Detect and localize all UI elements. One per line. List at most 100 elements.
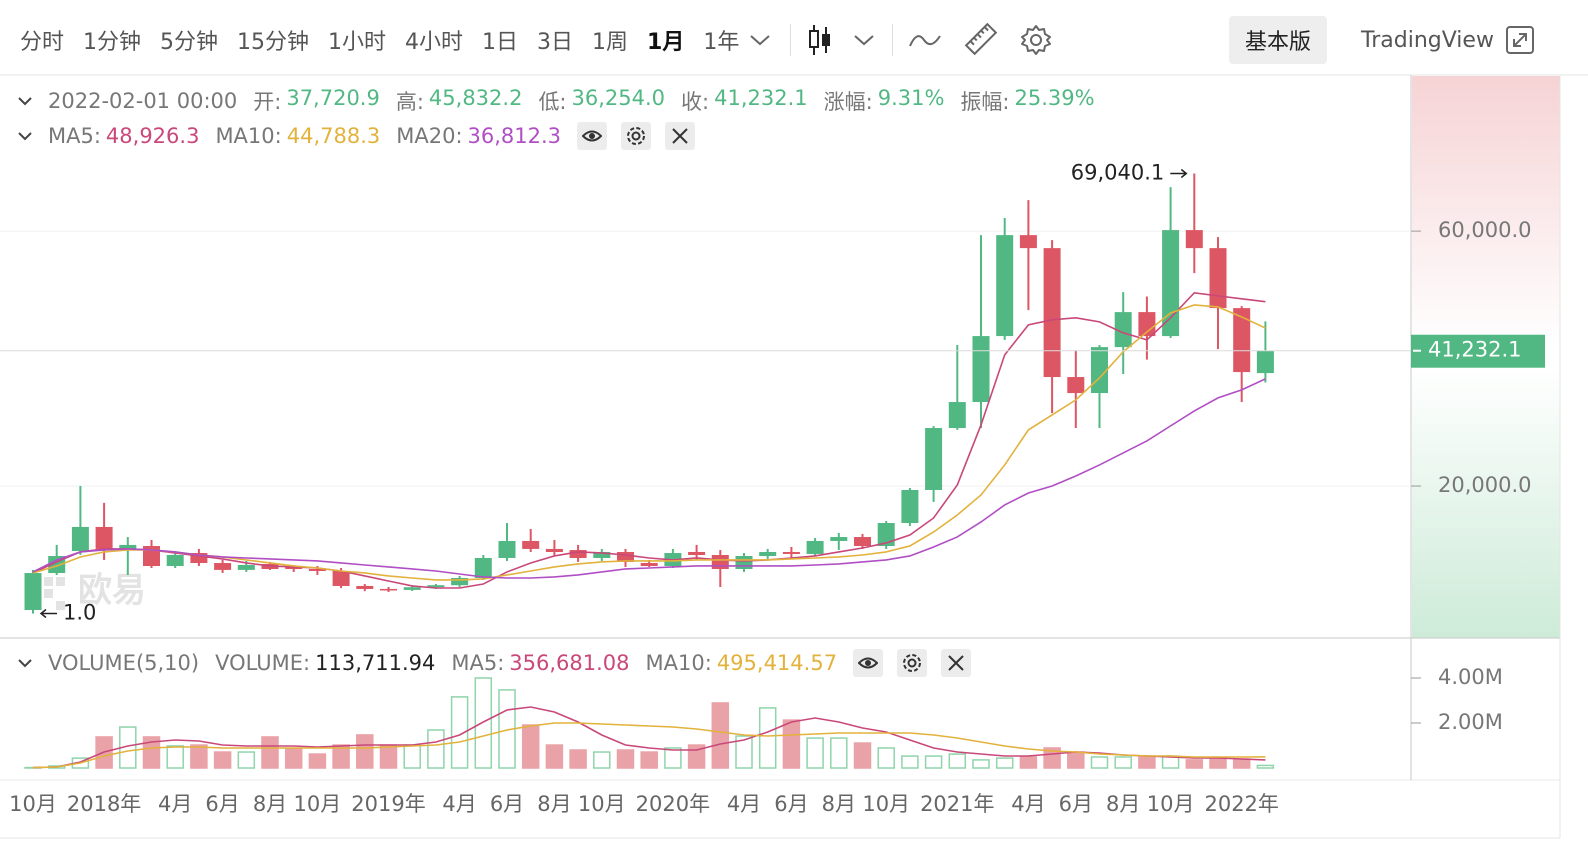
- candle-body: [1256, 350, 1274, 374]
- ruler-icon[interactable]: [964, 22, 998, 56]
- legend-title: VOLUME(5,10): [48, 651, 200, 675]
- legend-item: 高: 45,832.2: [396, 86, 523, 116]
- candle-body: [996, 235, 1014, 337]
- icon: [858, 657, 879, 669]
- watermark: 欧易: [78, 571, 146, 611]
- x-tick-label: 10月: [1147, 792, 1195, 816]
- interval-tab[interactable]: 15分钟: [237, 30, 310, 55]
- dropdown-icon[interactable]: [852, 30, 876, 50]
- volume-bar: [190, 744, 208, 769]
- candle-body: [119, 544, 137, 549]
- x-tick-label: 2020年: [636, 792, 710, 816]
- separator: [790, 24, 791, 56]
- interval-tab[interactable]: 1分钟: [83, 30, 142, 55]
- volume-bar: [1090, 756, 1109, 769]
- x-tick-label: 10月: [578, 792, 626, 816]
- volume-bar: [1185, 759, 1204, 769]
- legend-value: 356,681.08: [509, 651, 630, 675]
- legend-value: 113,711.94: [315, 651, 436, 675]
- indicator-icon[interactable]: [908, 26, 942, 54]
- x-tick-label: 4月: [1011, 792, 1045, 816]
- volume-bar: [995, 757, 1014, 769]
- legend-item: 振幅: 25.39%: [960, 86, 1094, 116]
- volume-bar: [640, 751, 658, 769]
- visibility-button[interactable]: [853, 649, 884, 677]
- interval-tab[interactable]: 分时: [20, 30, 65, 55]
- x-tick-label: 6月: [1059, 792, 1093, 816]
- legend-item: 涨幅: 9.31%: [824, 86, 945, 116]
- interval-tab[interactable]: 4小时: [405, 30, 464, 55]
- icon: [903, 654, 922, 672]
- collapse-icon[interactable]: [16, 127, 34, 145]
- legend-label: MA5:: [48, 124, 101, 148]
- volume-bar: [972, 759, 990, 769]
- candle-body: [854, 537, 871, 547]
- volume-bar: [379, 744, 398, 769]
- volume-bar: [166, 745, 184, 769]
- view-tab[interactable]: TradingView: [1361, 27, 1494, 53]
- interval-tab[interactable]: 1小时: [328, 30, 387, 55]
- interval-tab[interactable]: 1周: [592, 30, 629, 55]
- candle-body: [332, 570, 350, 586]
- volume-bar: [450, 696, 469, 769]
- x-tick-label: 10月: [862, 792, 910, 816]
- ma-line: [32, 722, 1266, 769]
- x-tick-label: 8月: [1106, 792, 1140, 816]
- legend-label: MA10:: [215, 124, 282, 148]
- interval-tab[interactable]: 1月: [647, 30, 685, 55]
- candle-body: [1233, 308, 1251, 373]
- visibility-button[interactable]: [577, 122, 608, 150]
- candle-icon[interactable]: [806, 22, 834, 58]
- x-tick-label: 4月: [727, 792, 761, 816]
- ma-line: [32, 304, 1266, 581]
- interval-tab[interactable]: 5分钟: [160, 30, 219, 55]
- x-tick-label: 2021年: [920, 792, 994, 816]
- volume-bar: [1019, 756, 1038, 769]
- collapse-icon[interactable]: [16, 654, 34, 672]
- dropdown-icon[interactable]: [748, 30, 772, 50]
- legend-label: MA20:: [396, 124, 463, 148]
- interval-tab[interactable]: 1日: [482, 30, 519, 55]
- x-tick-label: 4月: [442, 792, 476, 816]
- legend-item: MA10: 44,788.3: [215, 124, 380, 148]
- volume-legend: VOLUME(5,10) VOLUME: 113,711.94 MA5: 356,681…: [16, 648, 985, 678]
- legend-item: MA5: 356,681.08: [451, 651, 629, 675]
- collapse-icon[interactable]: [16, 92, 34, 110]
- volume-bar: [830, 737, 848, 769]
- legend-value: 25.39%: [1014, 86, 1095, 110]
- fullscreen-icon[interactable]: [1505, 25, 1535, 55]
- volume-bar: [308, 753, 327, 769]
- close-button[interactable]: [941, 649, 972, 677]
- settings-button[interactable]: [897, 649, 928, 677]
- volume-bar: [948, 753, 967, 769]
- candle-body: [1019, 235, 1037, 249]
- candle-body: [901, 489, 919, 524]
- legend-label: MA5:: [451, 651, 505, 675]
- candle-body: [522, 540, 540, 549]
- candle-body: [1185, 230, 1203, 249]
- view-tab[interactable]: 基本版: [1229, 16, 1328, 64]
- x-tick-label: 6月: [490, 792, 524, 816]
- volume-bar: [1256, 764, 1275, 769]
- settings-button[interactable]: [621, 122, 652, 150]
- interval-tab[interactable]: 1年: [703, 30, 740, 55]
- candle-body: [617, 551, 634, 563]
- volume-bar: [593, 751, 611, 769]
- settings-icon[interactable]: [1019, 23, 1053, 57]
- candle-body: [24, 573, 42, 610]
- interval-tab[interactable]: 3日: [537, 30, 574, 55]
- view-tabs: 基本版 TradingView: [1229, 16, 1510, 64]
- legend-item: 低: 36,254.0: [538, 86, 665, 116]
- candle-body: [427, 585, 445, 588]
- x-tick-label: 8月: [253, 792, 287, 816]
- volume-bar: [1114, 756, 1132, 769]
- candle-body: [782, 551, 800, 554]
- legend-value: 36,254.0: [571, 86, 666, 110]
- close-button[interactable]: [665, 122, 696, 150]
- volume-bar: [237, 751, 256, 769]
- volume-bar: [403, 744, 421, 769]
- volume-bar: [1138, 755, 1156, 769]
- volume-bar: [853, 742, 872, 769]
